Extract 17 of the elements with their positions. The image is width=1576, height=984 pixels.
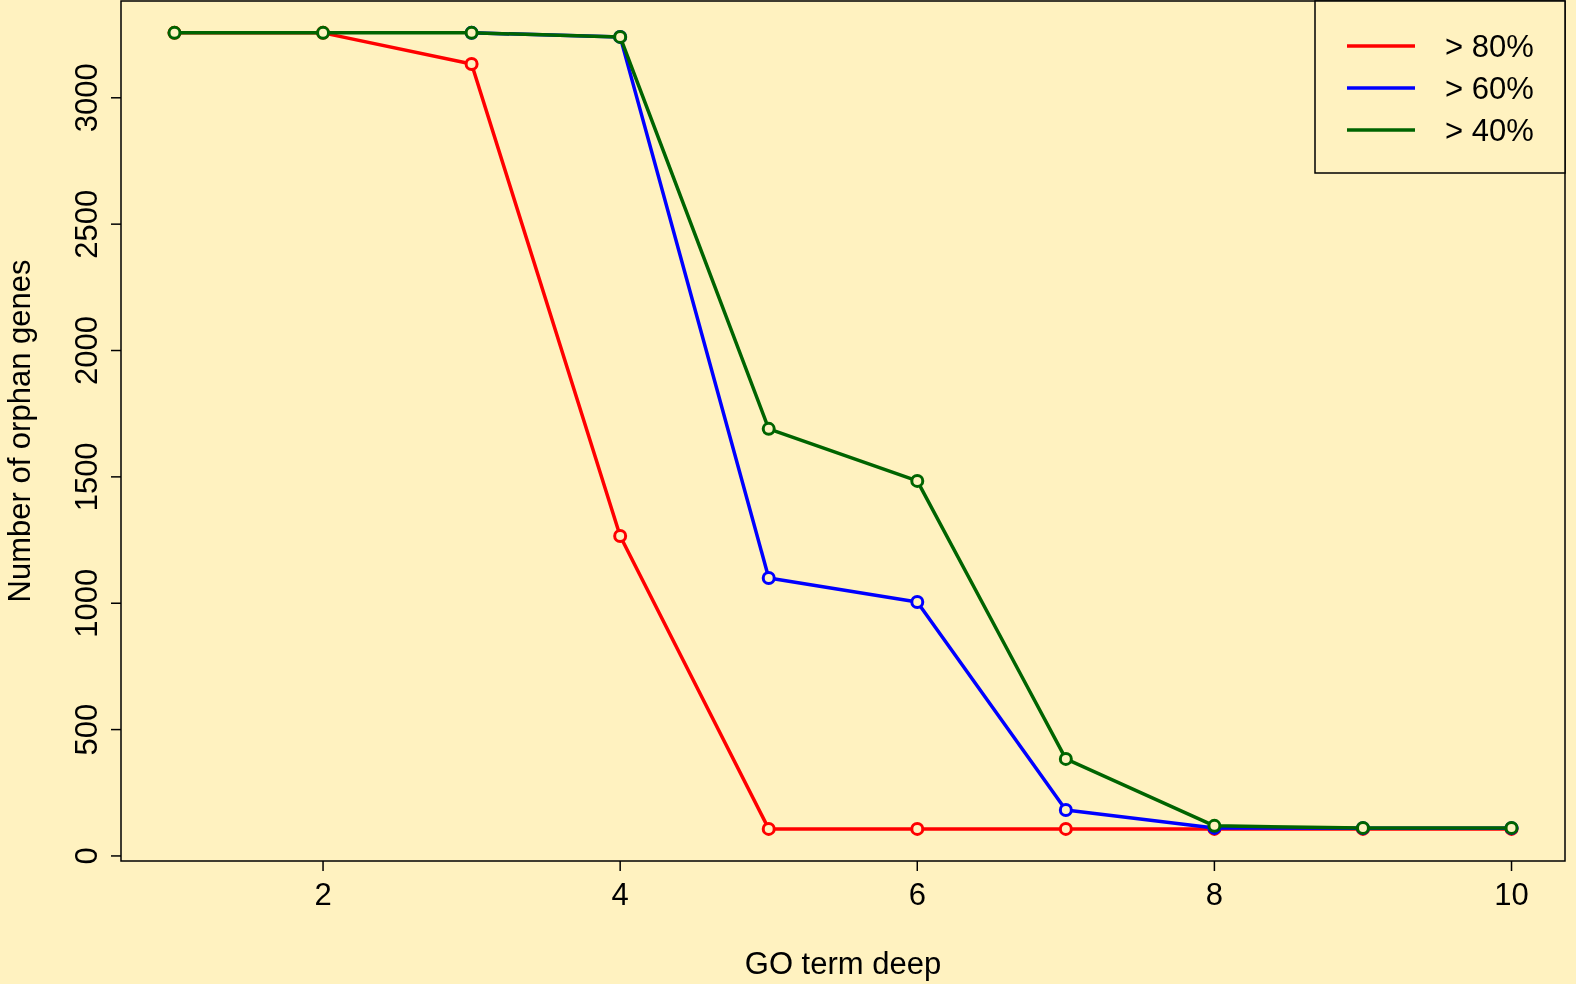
x-tick-label: 4 xyxy=(611,877,629,912)
y-tick-label: 1000 xyxy=(69,568,104,638)
x-axis-title: GO term deep xyxy=(744,946,942,981)
legend-label: > 80% xyxy=(1445,29,1534,64)
x-tick-label: 6 xyxy=(908,877,926,912)
legend-label: > 60% xyxy=(1445,71,1534,106)
y-tick-label: 1500 xyxy=(69,442,104,512)
x-tick-label: 2 xyxy=(314,877,332,912)
x-tick-label: 10 xyxy=(1494,877,1529,912)
y-axis-title: Number of orphan genes xyxy=(2,259,37,603)
legend-label: > 40% xyxy=(1445,113,1534,148)
y-tick-label: 500 xyxy=(69,703,104,756)
y-tick-label: 2000 xyxy=(69,316,104,385)
y-tick-label: 0 xyxy=(69,847,104,865)
y-tick-label: 2500 xyxy=(69,189,104,259)
y-tick-label: 3000 xyxy=(69,63,104,133)
x-tick-label: 8 xyxy=(1205,877,1224,912)
